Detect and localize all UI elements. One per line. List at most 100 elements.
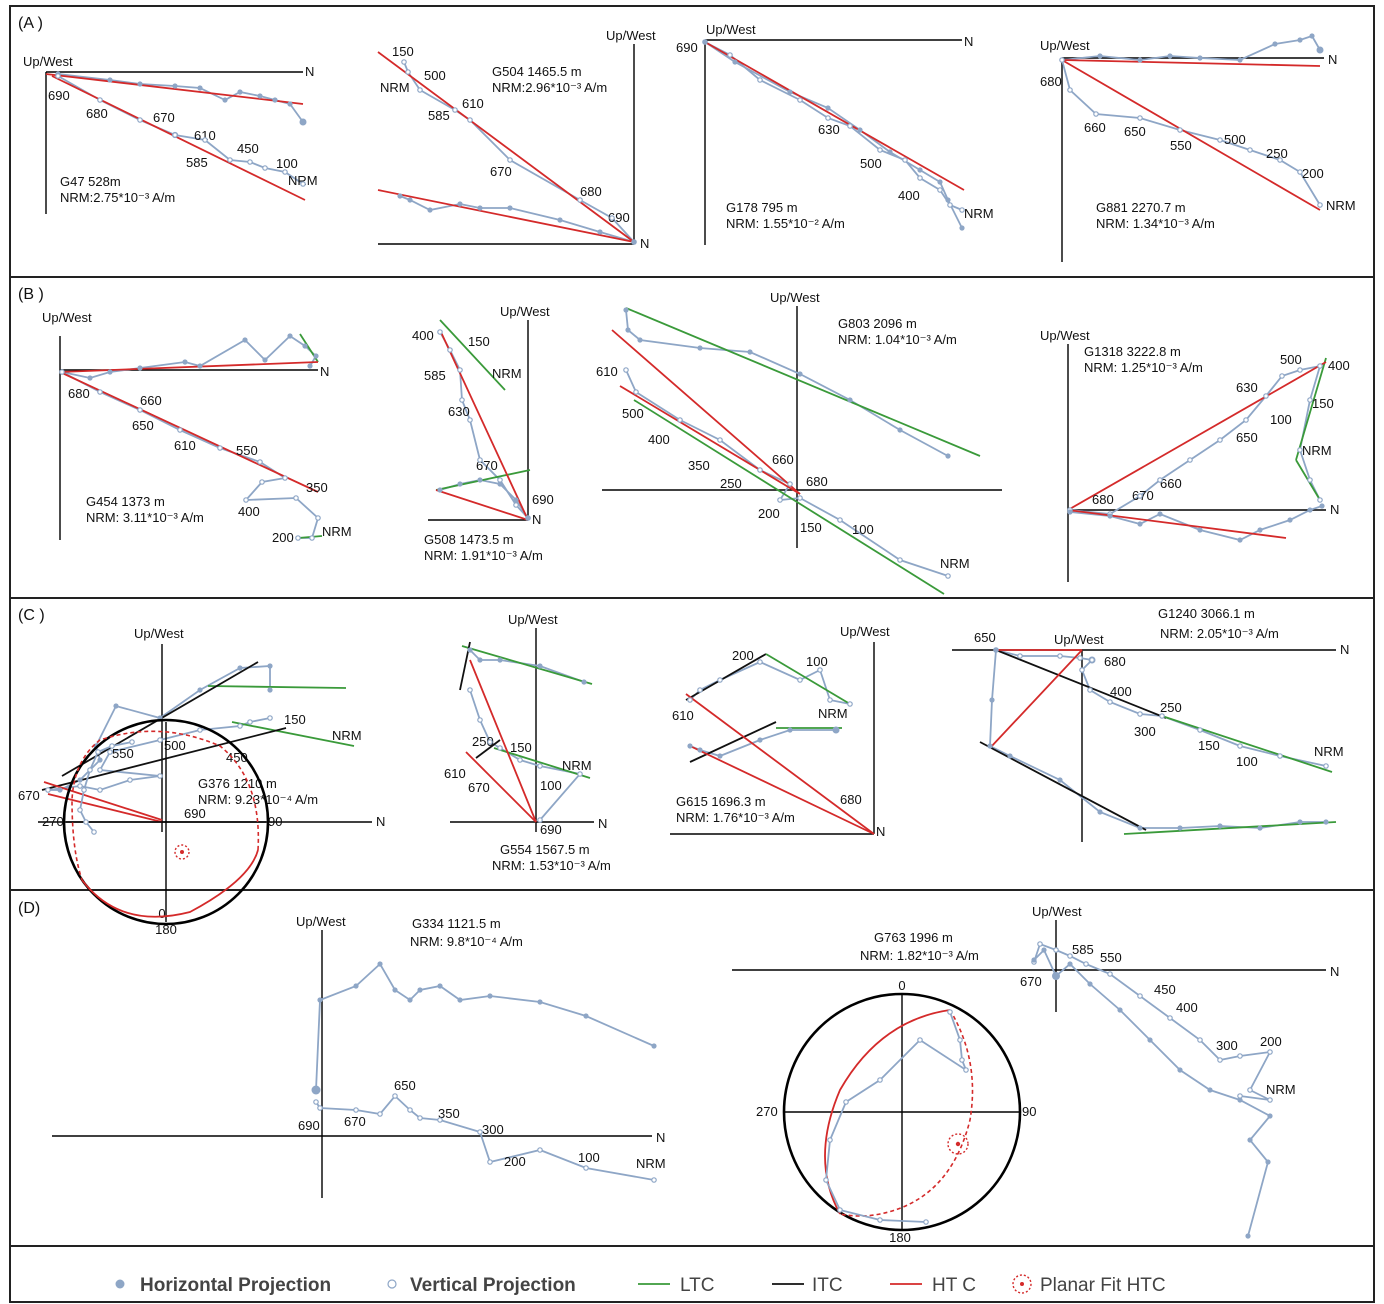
nrm-label: NRM xyxy=(1266,1082,1296,1097)
vertical-point xyxy=(282,475,288,481)
sample-title: G454 1373 m xyxy=(86,494,165,509)
nrm-label: NRM xyxy=(1302,443,1332,458)
step-label: 680 xyxy=(806,474,828,489)
sample-title: G803 2096 m xyxy=(838,316,917,331)
itc-fit-line xyxy=(475,739,501,759)
panel-d-label: (D) xyxy=(18,900,40,917)
horizontal-point xyxy=(107,77,113,83)
axis-label-upwest: Up/West xyxy=(1032,904,1082,919)
vertical-point xyxy=(177,427,183,433)
step-label: 200 xyxy=(1260,1034,1282,1049)
horizontal-point xyxy=(687,743,693,749)
nrm-label: NRM xyxy=(332,728,362,743)
step-label: 670 xyxy=(490,164,512,179)
horizontal-point xyxy=(637,337,643,343)
horizontal-projection-path xyxy=(989,649,1326,829)
step-label: 660 xyxy=(1084,120,1106,135)
step-label: 250 xyxy=(720,476,742,491)
step-label: 400 xyxy=(412,328,434,343)
zijderveld-plot-g454: Up/West N 680 660 650 610 550 350 400 20… xyxy=(42,310,352,545)
vertical-point xyxy=(797,677,803,683)
vertical-point xyxy=(467,687,473,693)
htc-fit-line xyxy=(619,385,801,495)
step-label: 550 xyxy=(236,443,258,458)
vertical-point xyxy=(1243,417,1249,423)
axis-label-north: N xyxy=(640,236,649,251)
vertical-projection-path xyxy=(1061,59,1321,206)
zijderveld-plot-g554: Up/West N 250 150 NRM 610 670 100 690 G5… xyxy=(444,612,611,873)
step-label: 630 xyxy=(818,122,840,137)
vertical-point xyxy=(477,1129,483,1135)
vertical-point xyxy=(1297,447,1303,453)
vertical-point xyxy=(1217,137,1223,143)
horizontal-point xyxy=(1257,527,1263,533)
htc-fit-line xyxy=(611,329,801,495)
horizontal-point xyxy=(1167,53,1173,59)
horizontal-point xyxy=(87,375,93,381)
step-label: 400 xyxy=(238,504,260,519)
vertical-point xyxy=(1247,1087,1253,1093)
vertical-point xyxy=(757,467,763,473)
sample-nrm: NRM: 1.76*10⁻³ A/m xyxy=(676,810,795,825)
step-label: 200 xyxy=(732,648,754,663)
horizontal-point xyxy=(1147,1037,1153,1043)
vertical-point xyxy=(513,502,519,508)
step-label: 680 xyxy=(68,386,90,401)
vertical-point xyxy=(677,417,683,423)
horizontal-point xyxy=(581,679,587,685)
horizontal-point xyxy=(313,1087,319,1093)
vertical-point xyxy=(1217,1057,1223,1063)
step-label: 400 xyxy=(1110,684,1132,699)
axis-label-north: N xyxy=(1330,964,1339,979)
horizontal-point xyxy=(477,205,483,211)
legend-frame xyxy=(9,1245,1375,1303)
vertical-point xyxy=(1137,493,1143,499)
sample-nrm: NRM:2.75*10⁻³ A/m xyxy=(60,190,175,205)
horizontal-point xyxy=(1237,57,1243,63)
horizontal-point xyxy=(1053,973,1059,979)
vertical-point xyxy=(129,739,135,745)
nrm-label: NRM xyxy=(1326,198,1356,213)
vertical-point xyxy=(157,773,163,779)
horizontal-point xyxy=(757,737,763,743)
vertical-projection-path xyxy=(995,649,1327,767)
step-label: 630 xyxy=(1236,380,1258,395)
step-label: 100 xyxy=(852,522,874,537)
vertical-point xyxy=(377,1111,383,1117)
sample-nrm: NRM: 1.82*10⁻³ A/m xyxy=(860,948,979,963)
axis-label-upwest: Up/West xyxy=(840,624,890,639)
horizontal-point xyxy=(697,345,703,351)
vertical-point xyxy=(267,715,273,721)
vertical-point xyxy=(1197,727,1203,733)
vertical-point xyxy=(837,517,843,523)
nrm-label: NRM xyxy=(1314,744,1344,759)
step-label: 150 xyxy=(284,712,306,727)
step-label: 690 xyxy=(48,88,70,103)
axis-label-upwest: Up/West xyxy=(706,22,756,37)
vertical-point xyxy=(1137,115,1143,121)
vertical-point xyxy=(727,52,733,58)
horizontal-point xyxy=(457,481,463,487)
vertical-point xyxy=(437,1117,443,1123)
horizontal-projection-path xyxy=(48,665,271,791)
vertical-point xyxy=(787,481,793,487)
horizontal-point xyxy=(1137,521,1143,527)
horizontal-point xyxy=(57,787,63,793)
step-label: 500 xyxy=(164,738,186,753)
step-label: 690 xyxy=(184,806,206,821)
vertical-point xyxy=(817,667,823,673)
horizontal-point xyxy=(377,961,383,967)
stereonet-east-label: 90 xyxy=(1022,1104,1036,1119)
nrm-label: NRM xyxy=(964,206,994,221)
horizontal-point xyxy=(1067,961,1073,967)
sample-nrm: NRM: 1.55*10⁻² A/m xyxy=(726,216,845,231)
vertical-projection-path xyxy=(625,369,949,577)
horizontal-point xyxy=(825,105,831,111)
horizontal-point xyxy=(1323,819,1329,825)
step-label: 680 xyxy=(1104,654,1126,669)
axis-label-upwest: Up/West xyxy=(42,310,92,325)
horizontal-point xyxy=(787,727,793,733)
horizontal-point xyxy=(833,727,839,733)
horizontal-point xyxy=(1297,37,1303,43)
legend-vertical-label: Vertical Projection xyxy=(410,1275,576,1296)
